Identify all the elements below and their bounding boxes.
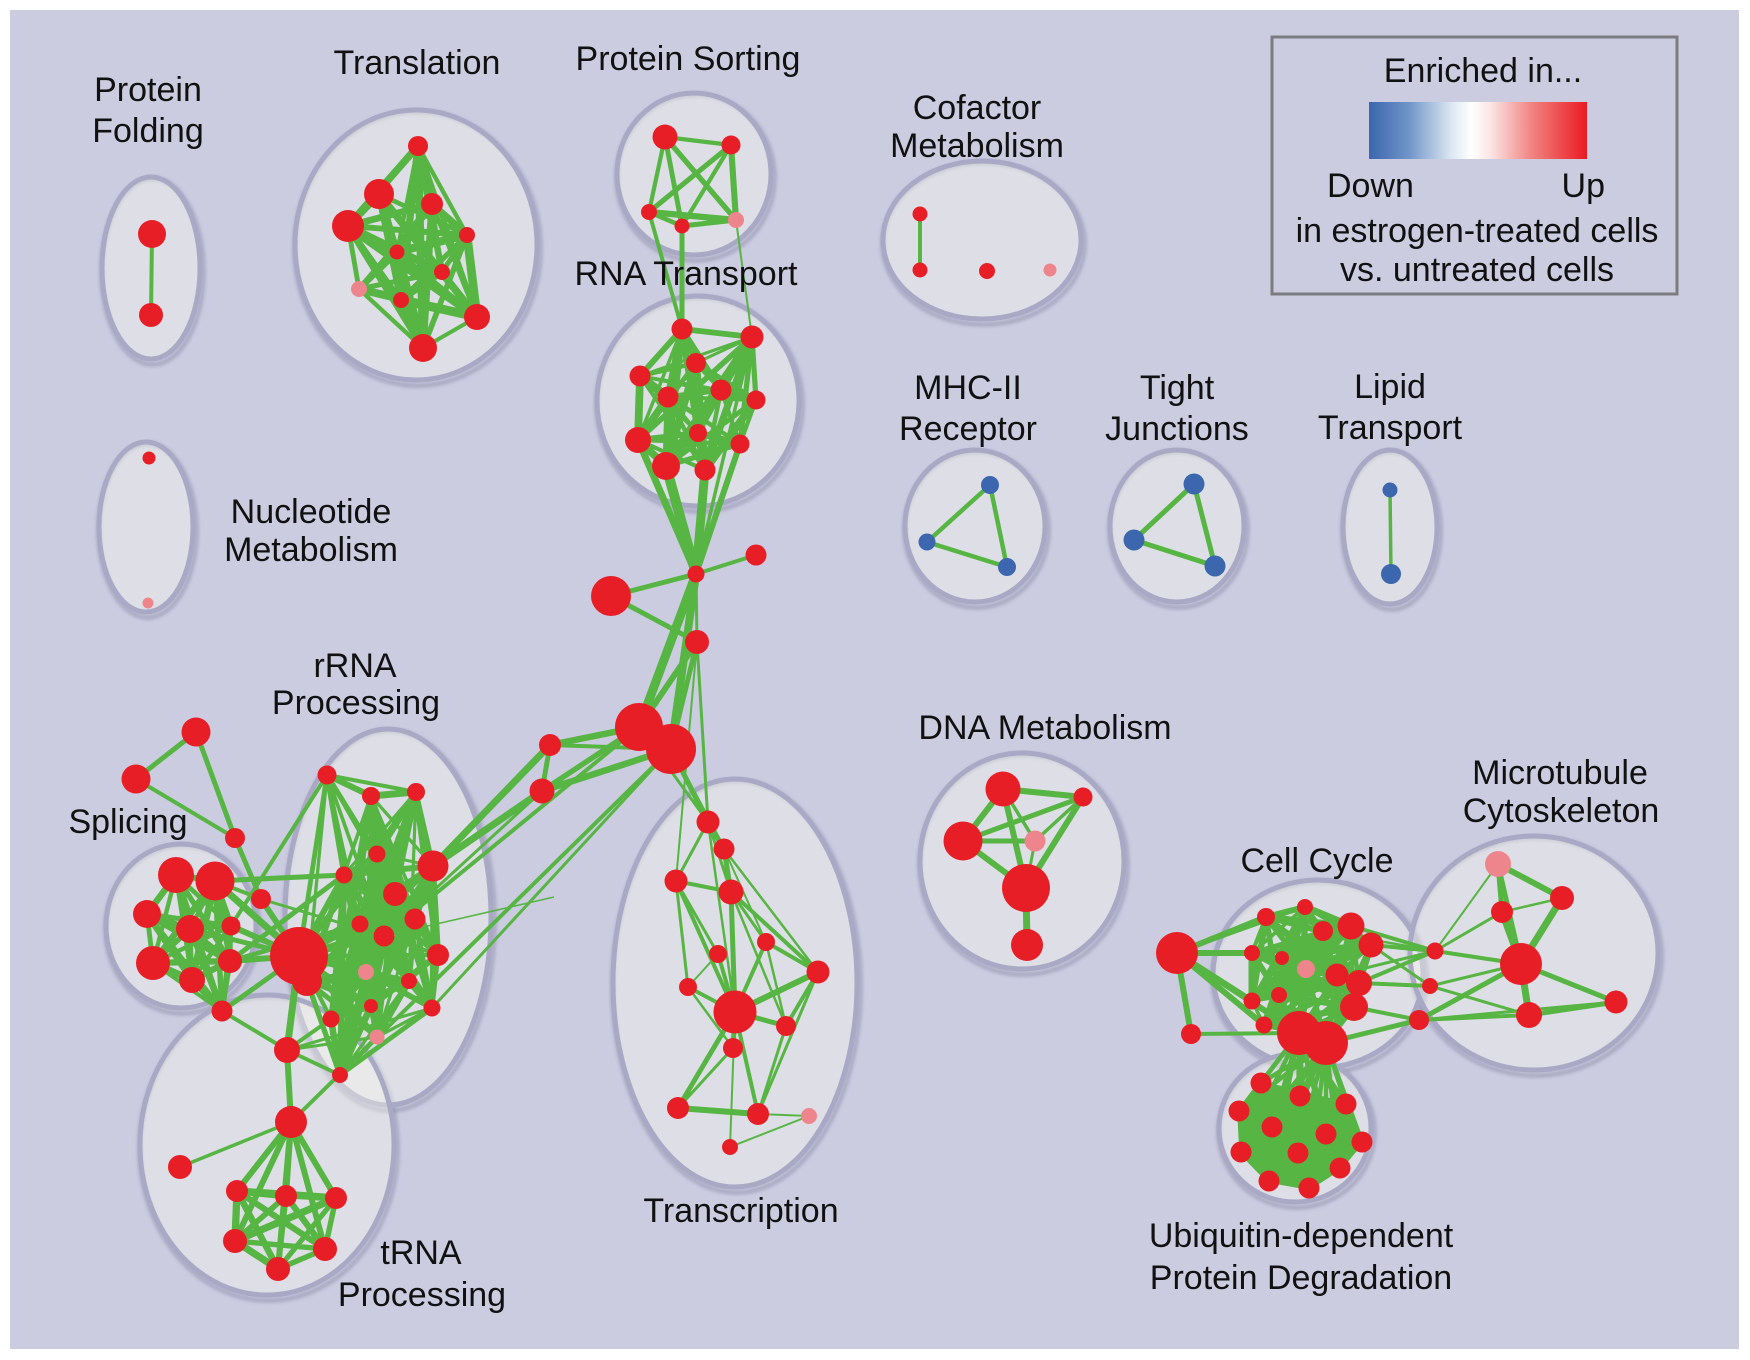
svg-text:Transcription: Transcription [643, 1192, 838, 1230]
svg-text:Metabolism: Metabolism [890, 127, 1064, 165]
svg-text:Enriched in...: Enriched in... [1384, 52, 1582, 90]
svg-text:RNA Transport: RNA Transport [575, 255, 799, 293]
svg-text:Cell Cycle: Cell Cycle [1240, 842, 1393, 880]
svg-text:Protein Degradation: Protein Degradation [1150, 1259, 1452, 1297]
svg-text:Up: Up [1562, 167, 1605, 205]
svg-text:Ubiquitin-dependent: Ubiquitin-dependent [1149, 1217, 1454, 1255]
svg-text:Translation: Translation [334, 44, 501, 82]
svg-text:in estrogen-treated cells: in estrogen-treated cells [1296, 212, 1659, 250]
svg-text:Metabolism: Metabolism [224, 531, 398, 569]
svg-text:rRNA: rRNA [313, 647, 396, 685]
svg-text:Folding: Folding [92, 112, 204, 150]
svg-text:vs. untreated cells: vs. untreated cells [1340, 251, 1614, 289]
svg-text:Protein: Protein [94, 71, 202, 109]
svg-text:Cofactor: Cofactor [913, 89, 1042, 127]
svg-text:Processing: Processing [272, 684, 440, 722]
svg-text:Protein Sorting: Protein Sorting [576, 40, 801, 78]
svg-text:Tight: Tight [1140, 369, 1215, 407]
svg-text:tRNA: tRNA [380, 1234, 462, 1272]
svg-text:Junctions: Junctions [1105, 410, 1249, 448]
svg-text:Microtubule: Microtubule [1472, 754, 1648, 792]
svg-text:DNA Metabolism: DNA Metabolism [918, 709, 1171, 747]
svg-text:Down: Down [1327, 167, 1414, 205]
svg-text:Lipid: Lipid [1354, 368, 1426, 406]
svg-text:Nucleotide: Nucleotide [231, 493, 392, 531]
svg-text:MHC-II: MHC-II [914, 369, 1022, 407]
svg-text:Cytoskeleton: Cytoskeleton [1463, 792, 1660, 830]
svg-text:Transport: Transport [1318, 409, 1463, 447]
svg-text:Splicing: Splicing [68, 803, 187, 841]
svg-text:Processing: Processing [338, 1276, 506, 1314]
svg-text:Receptor: Receptor [899, 410, 1037, 448]
